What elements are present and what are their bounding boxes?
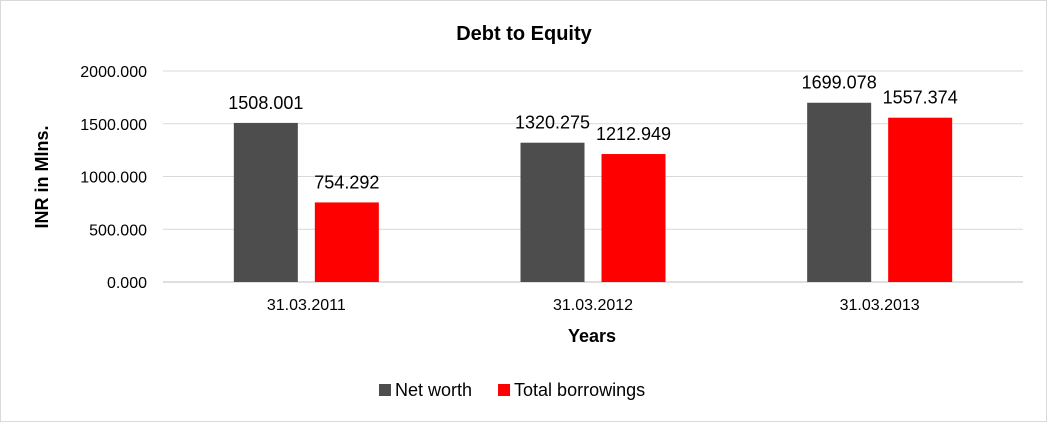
data-label: 1699.078 bbox=[802, 73, 877, 93]
bar-net-worth bbox=[520, 142, 585, 282]
y-tick-label: 0.000 bbox=[107, 275, 147, 292]
data-label: 1508.001 bbox=[228, 93, 303, 113]
x-tick-label: 31.03.2011 bbox=[267, 297, 346, 314]
bar-total-borrowings bbox=[888, 117, 953, 282]
bar-net-worth bbox=[233, 122, 298, 283]
legend-label: Total borrowings bbox=[514, 380, 645, 400]
chart-title: Debt to Equity bbox=[456, 23, 592, 45]
y-tick-label: 1500.000 bbox=[80, 117, 147, 134]
y-tick-label: 2000.000 bbox=[80, 64, 147, 81]
bar-total-borrowings bbox=[601, 154, 666, 282]
x-axis-title: Years bbox=[568, 326, 616, 346]
data-label: 1557.374 bbox=[883, 88, 958, 108]
data-label: 754.292 bbox=[314, 172, 379, 192]
x-tick-label: 31.03.2012 bbox=[553, 297, 633, 314]
legend-swatch bbox=[498, 384, 511, 396]
y-axis-title: INR in Mlns. bbox=[32, 126, 52, 229]
bar-total-borrowings bbox=[314, 202, 379, 282]
x-tick-label: 31.03.2013 bbox=[840, 297, 920, 314]
data-label: 1320.275 bbox=[515, 113, 590, 133]
bar-net-worth bbox=[807, 102, 872, 282]
y-tick-label: 1000.000 bbox=[80, 170, 147, 187]
legend-label: Net worth bbox=[395, 380, 472, 400]
data-label: 1212.949 bbox=[596, 124, 671, 144]
y-tick-label: 500.000 bbox=[89, 222, 147, 239]
legend-swatch bbox=[379, 384, 391, 396]
